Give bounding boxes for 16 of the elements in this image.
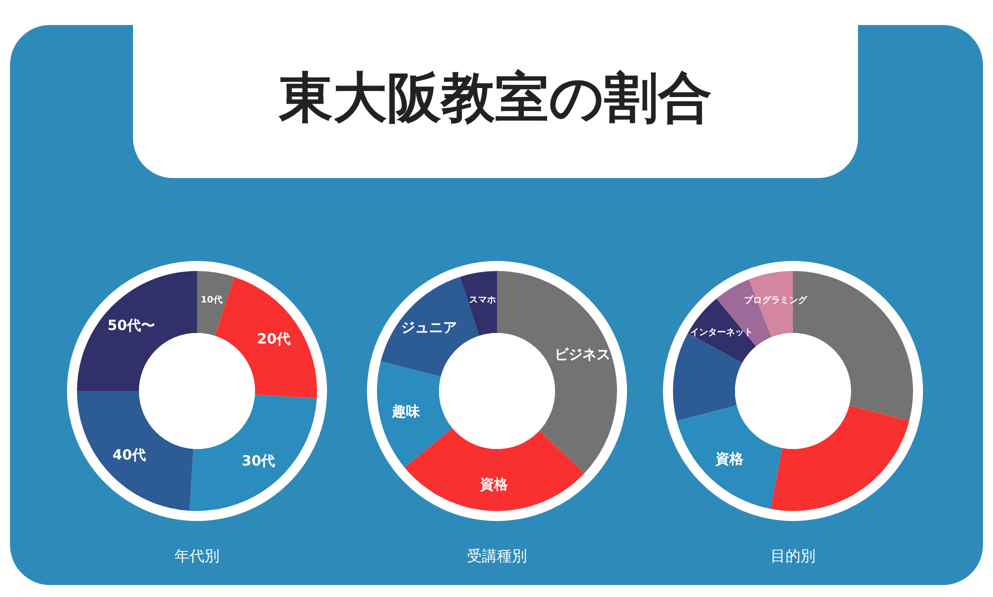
slice-label: ジュニア — [401, 320, 458, 336]
text: 年代別 — [174, 547, 220, 565]
slice-label: ビジネス — [554, 346, 610, 363]
text: 東大阪教室の割合 — [278, 66, 712, 129]
slice-label: 20代 — [257, 332, 291, 348]
slice-label: スマホ — [468, 295, 496, 306]
slice-label: 趣味 — [391, 404, 422, 420]
text: 受講種別 — [467, 547, 527, 565]
slice-label: 50代〜 — [107, 318, 155, 334]
slice-label: インターネット — [690, 326, 753, 338]
slice-label: 10代 — [200, 294, 222, 306]
slice-label: 40代 — [112, 448, 146, 464]
text: 目的別 — [770, 547, 816, 565]
slice-label: 30代 — [242, 454, 276, 470]
slice-label: 資格 — [714, 452, 744, 468]
slice-label: 資格 — [479, 476, 510, 493]
